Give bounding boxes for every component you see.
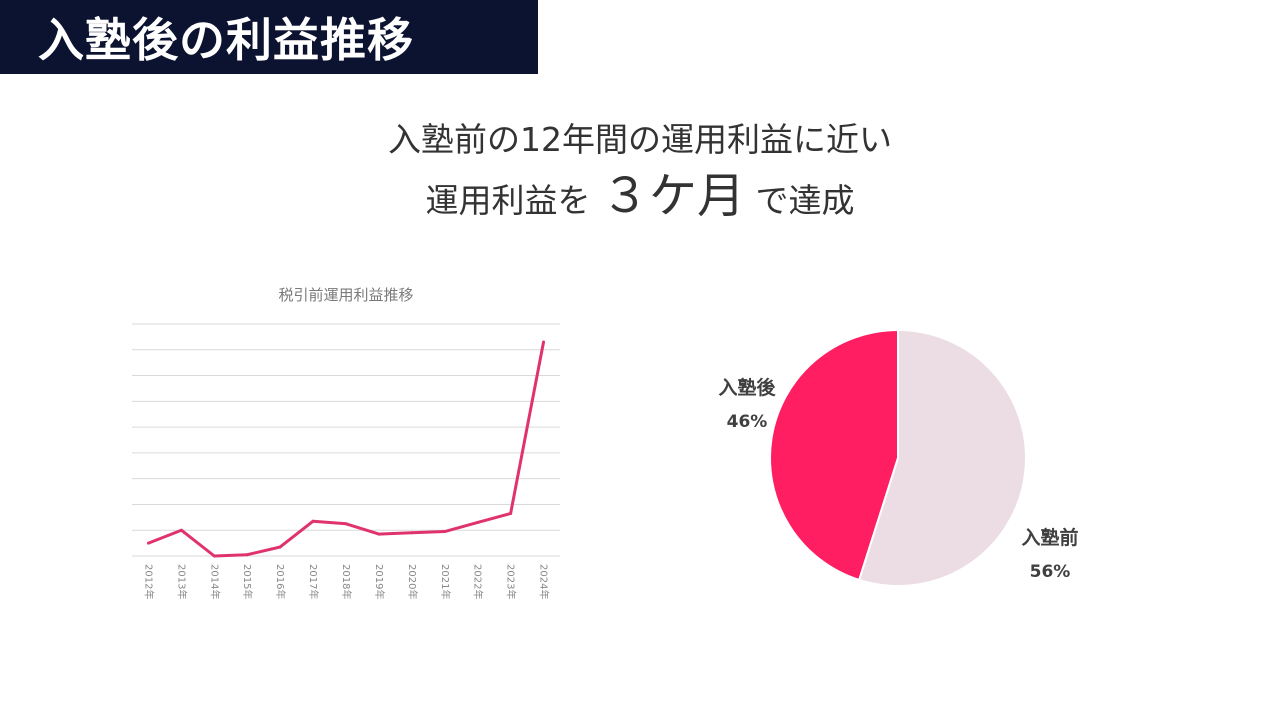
profit-line-chart: 税引前運用利益推移 2012年 2013年 2014年 2015年 2016年 2017年 2… <box>120 280 580 610</box>
x-tick-label: 2018年 <box>340 564 353 599</box>
headline-line2: 運用利益を ３ケ月 で達成 <box>0 168 1280 229</box>
pie-label: 入塾前 <box>1021 526 1078 549</box>
data-point <box>443 530 447 534</box>
data-point <box>476 520 480 524</box>
x-tick-label: 2012年 <box>142 564 155 599</box>
x-tick-label: 2023年 <box>505 564 518 599</box>
x-tick-label: 2022年 <box>472 564 485 599</box>
x-tick-label: 2019年 <box>373 564 386 599</box>
pie-value-label: 56% <box>1030 562 1071 582</box>
data-point <box>212 554 216 558</box>
page-title: 入塾後の利益推移 <box>38 13 414 67</box>
headline: 入塾前の12年間の運用利益に近い 運用利益を ３ケ月 で達成 <box>0 112 1280 229</box>
data-point <box>278 545 282 549</box>
x-tick-label: 2017年 <box>307 564 320 599</box>
pie-chart-svg: 入塾後 46% 入塾前 56% <box>718 328 1079 587</box>
data-point <box>179 528 183 532</box>
pie-label: 入塾後 <box>718 376 776 399</box>
profit-pie-chart: 入塾後 46% 入塾前 56% <box>660 300 1120 620</box>
data-point <box>245 553 249 557</box>
data-point <box>410 531 414 535</box>
pie-slice-after <box>769 328 899 582</box>
line-chart-svg: 税引前運用利益推移 2012年 2013年 2014年 2015年 2016年 2017年 2… <box>132 286 560 599</box>
headline-line2-pre: 運用利益を <box>425 181 591 220</box>
pie-value-label: 46% <box>727 412 768 432</box>
data-point <box>311 519 315 523</box>
x-tick-label: 2021年 <box>439 564 452 599</box>
headline-line2-post: で達成 <box>755 181 855 220</box>
x-tick-label: 2013年 <box>175 564 188 599</box>
headline-emphasis: ３ケ月 <box>600 168 745 224</box>
data-point <box>509 511 513 515</box>
headline-line1: 入塾前の12年間の運用利益に近い <box>388 120 892 159</box>
line-chart-title: 税引前運用利益推移 <box>278 286 413 304</box>
x-tick-label: 2015年 <box>241 564 254 599</box>
x-tick-label: 2014年 <box>208 564 221 599</box>
x-tick-label: 2020年 <box>406 564 419 599</box>
data-point <box>146 541 150 545</box>
data-point <box>377 532 381 536</box>
data-point <box>344 522 348 526</box>
data-point <box>542 340 546 344</box>
title-bar: 入塾後の利益推移 <box>0 0 538 74</box>
x-tick-label: 2024年 <box>538 564 551 599</box>
pie-slice-before <box>857 328 1027 587</box>
x-tick-label: 2016年 <box>274 564 287 599</box>
